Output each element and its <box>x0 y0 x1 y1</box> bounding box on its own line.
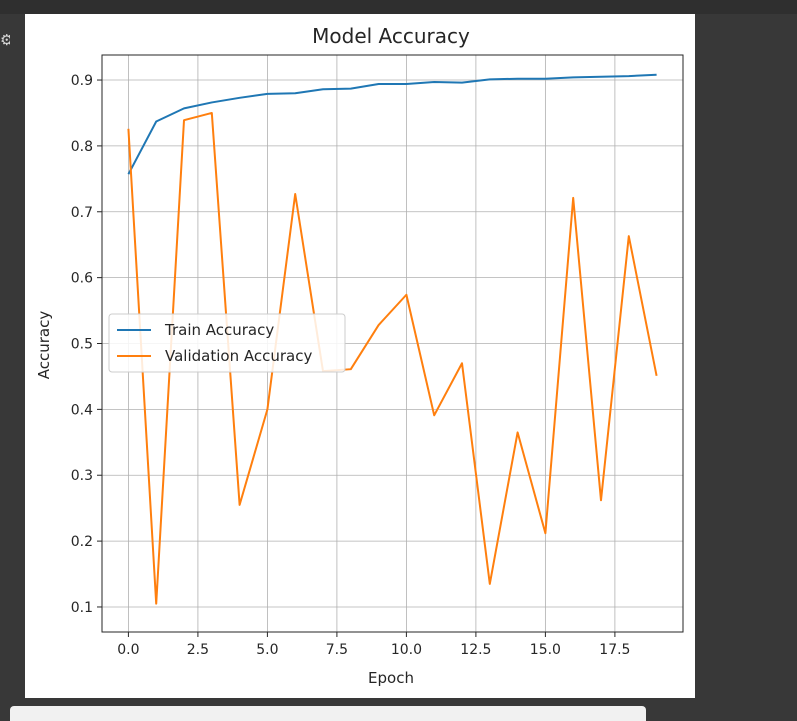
chart-title: Model Accuracy <box>312 24 470 48</box>
y-tick-label: 0.8 <box>71 139 93 155</box>
series-line-validation <box>127 111 658 605</box>
legend-box <box>108 313 346 373</box>
next-cell-bar <box>10 706 646 721</box>
x-tick-label: 0.0 <box>117 642 139 658</box>
y-tick-label: 0.4 <box>71 402 93 418</box>
y-tick-label: 0.9 <box>71 73 93 89</box>
top-strip <box>0 0 797 14</box>
axis-ticks: 0.0 2.5 5.0 7.5 10.0 12.5 15.0 17.5 0.1 0.2 0.3 0.4… <box>71 73 631 658</box>
x-tick-label: 2.5 <box>187 642 209 658</box>
x-tick-label: 5.0 <box>256 642 278 658</box>
legend-entry-label: Train Accuracy <box>164 321 274 339</box>
x-tick-label: 10.0 <box>391 642 422 658</box>
legend: Train Accuracy Validation Accuracy <box>108 313 346 373</box>
y-tick-label: 0.5 <box>71 337 93 353</box>
y-tick-label: 0.7 <box>71 205 93 221</box>
accuracy-chart: Model Accuracy Epoch Accuracy 0.0 2.5 5.0 7… <box>35 24 684 687</box>
x-tick-label: 7.5 <box>326 642 348 658</box>
y-tick-label: 0.3 <box>71 468 93 484</box>
x-axis-label: Epoch <box>368 669 414 687</box>
series-line-train <box>127 73 657 175</box>
chart-output-cell: Model Accuracy Epoch Accuracy 0.0 2.5 5.0 7… <box>25 14 695 698</box>
y-axis-label: Accuracy <box>35 311 53 380</box>
y-tick-label: 0.1 <box>71 600 93 616</box>
y-tick-label: 0.6 <box>71 271 93 287</box>
plot-frame <box>101 54 684 633</box>
x-tick-label: 15.0 <box>530 642 561 658</box>
x-tick-label: 12.5 <box>460 642 491 658</box>
x-tick-label: 17.5 <box>599 642 630 658</box>
y-tick-label: 0.2 <box>71 534 93 550</box>
legend-entry-label: Validation Accuracy <box>165 347 312 365</box>
gear-icon[interactable]: ⚙ <box>0 31 10 49</box>
